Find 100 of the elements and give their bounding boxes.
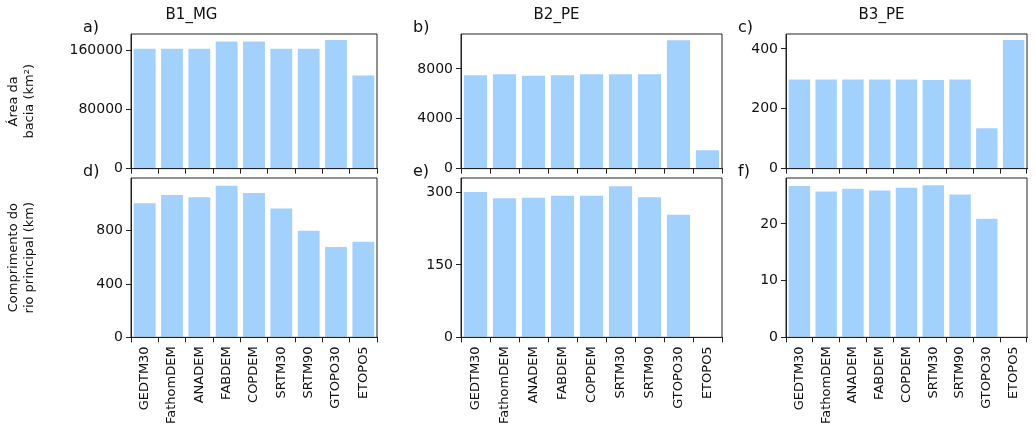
bar [637, 74, 662, 169]
y-tick-label: 0 [769, 159, 778, 176]
y-tick-label: 400 [751, 39, 778, 56]
bar [695, 150, 720, 169]
bar [297, 230, 320, 337]
y-tick-label: 160000 [69, 40, 123, 57]
y-tick-label: 80000 [78, 100, 123, 117]
bar [297, 48, 320, 169]
bar [492, 74, 517, 169]
bar [188, 197, 211, 337]
x-tick-label: GEDTM30 [466, 346, 482, 411]
bar [325, 39, 347, 169]
x-tick-label: GEDTM30 [136, 346, 152, 411]
y-tick-label: 0 [444, 328, 453, 344]
bar [815, 79, 837, 169]
bar [869, 190, 891, 337]
bar [788, 79, 811, 169]
y-tick-label: 0 [114, 159, 123, 176]
chart-title: B3_PE [858, 4, 905, 24]
bar [666, 214, 691, 337]
bar [976, 128, 998, 169]
x-tick-label: SRTM30 [272, 346, 288, 399]
x-tick-label: ANADEM [524, 346, 540, 404]
y-tick-label: 0 [114, 328, 123, 344]
bar [922, 185, 944, 337]
bar [895, 187, 918, 337]
bar [922, 80, 944, 169]
y-tick-label: 10 [760, 271, 778, 288]
bar [666, 40, 691, 169]
y-tick-label: 150 [426, 255, 453, 272]
x-tick-label: SRTM90 [640, 346, 656, 399]
x-tick-label: GEDTM30 [790, 346, 806, 411]
bar [215, 41, 238, 169]
bar [463, 192, 488, 337]
x-tick-label: FathomDEM [163, 346, 179, 425]
x-tick-label: FABDEM [553, 346, 569, 400]
bar [243, 192, 265, 337]
x-tick-label: COPDEM [582, 346, 598, 403]
bar [550, 195, 575, 337]
bar [161, 48, 183, 169]
text: e) [413, 161, 430, 181]
bar [949, 79, 971, 169]
bar [895, 79, 918, 169]
text: f) [738, 161, 750, 181]
text: a) [83, 17, 100, 37]
x-tick-label: FathomDEM [817, 346, 833, 425]
bar [270, 48, 293, 169]
y-axis-title: Área da bacia (km²) [5, 63, 36, 139]
x-tick-label: COPDEM [245, 346, 261, 403]
x-tick-label: ANADEM [190, 346, 206, 404]
bar [842, 79, 864, 169]
y-axis-title: Comprimento do rio principal (km) [5, 201, 36, 314]
bar [608, 74, 633, 169]
x-tick-label: GTOPO30 [669, 346, 685, 409]
bar [352, 75, 375, 169]
x-tick-label: ETOPO5 [354, 346, 370, 400]
bar [352, 241, 375, 337]
bar [976, 218, 998, 337]
x-tick-label: SRTM90 [951, 346, 967, 399]
bar [788, 185, 811, 337]
y-tick-label: 4000 [417, 109, 453, 126]
bar [1002, 39, 1025, 169]
chart-title: B1_MG [165, 4, 218, 24]
bar [949, 194, 971, 337]
bar [579, 74, 604, 169]
bar [243, 41, 265, 169]
y-tick-label: 300 [426, 183, 453, 200]
x-tick-label: SRTM30 [924, 346, 940, 399]
bar [133, 48, 156, 169]
text: b) [413, 17, 430, 37]
bar [325, 246, 347, 337]
y-tick-label: 800 [96, 221, 123, 238]
y-tick-label: 400 [96, 274, 123, 291]
y-tick-label: 200 [751, 99, 778, 116]
bar [133, 203, 156, 337]
x-tick-label: GTOPO30 [978, 346, 994, 409]
bar [270, 208, 293, 337]
bar [492, 198, 517, 337]
bar [637, 197, 662, 337]
x-tick-label: SRTM30 [611, 346, 627, 399]
bar [842, 188, 864, 337]
bar [463, 75, 488, 169]
x-tick-label: ETOPO5 [1004, 346, 1020, 400]
x-tick-label: FathomDEM [495, 346, 511, 425]
x-tick-label: FABDEM [871, 346, 887, 400]
bar [521, 197, 546, 337]
bar [608, 186, 633, 337]
x-tick-label: FABDEM [218, 346, 234, 400]
chart-title: B2_PE [533, 4, 580, 24]
bar [550, 75, 575, 169]
y-tick-label: 0 [769, 328, 778, 344]
bar [815, 191, 837, 337]
y-tick-label: 0 [444, 159, 453, 176]
x-tick-label: SRTM90 [300, 346, 316, 399]
x-tick-label: COPDEM [897, 346, 913, 403]
bar [215, 185, 238, 337]
bar [161, 194, 183, 337]
text: c) [738, 17, 754, 37]
x-tick-label: ANADEM [844, 346, 860, 404]
bar [579, 195, 604, 337]
